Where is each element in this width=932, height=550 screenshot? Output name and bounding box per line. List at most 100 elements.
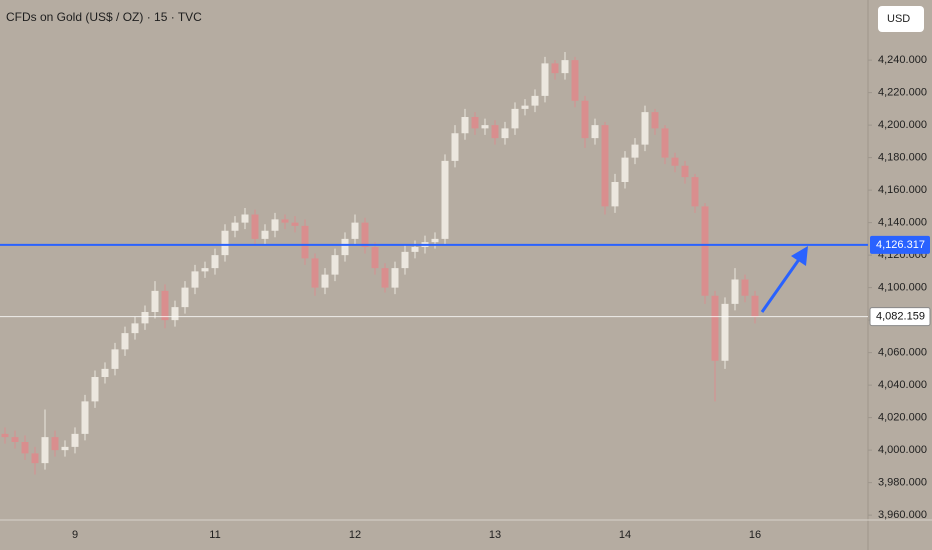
x-tick-label: 9 [72,529,78,541]
candle-body [391,268,399,288]
candle-body [361,222,369,247]
arrow-shaft [760,257,802,313]
candle-body [481,125,489,129]
price-level-label: 4,126.317 [876,239,925,251]
y-tick-label: 4,000.000 [878,444,927,456]
candle-body [621,157,629,182]
candle-body [261,230,269,239]
candle-body [411,247,419,252]
y-tick-label: 4,160.000 [878,184,927,196]
candle-body [71,433,79,447]
candle-body [171,307,179,321]
candle-body [681,165,689,178]
candle-body [121,333,129,350]
candle-body [321,274,329,288]
y-tick-label: 4,220.000 [878,87,927,99]
y-tick-label: 4,020.000 [878,412,927,424]
candle-body [381,268,389,288]
candle-body [131,323,139,334]
candle-body [61,446,69,451]
candle-body [291,222,299,226]
candle-body [231,222,239,231]
candle-body [101,368,109,377]
candle-body [181,287,189,308]
candle-body [31,453,39,464]
y-tick-label: 4,060.000 [878,347,927,359]
currency-label[interactable]: USD [887,13,910,25]
candle-body [701,206,709,296]
candle-body [551,63,559,74]
x-tick-label: 13 [489,529,501,541]
candle-body [301,225,309,259]
y-tick-label: 4,240.000 [878,54,927,66]
candle-body [521,105,529,109]
candle-body [541,63,549,96]
candle-body [501,128,509,139]
candle-body [281,219,289,223]
candle-body [81,401,89,434]
candle-body [651,112,659,129]
candle-body [341,238,349,256]
candle-body [531,95,539,106]
y-tick-label: 4,040.000 [878,379,927,391]
candle-body [671,157,679,166]
y-tick-label: 3,960.000 [878,509,927,521]
candle-body [111,349,119,369]
x-tick-label: 11 [209,529,220,541]
candle-body [611,182,619,207]
candle-body [431,238,439,243]
candle-body [491,125,499,139]
candle-body [631,144,639,158]
candle-body [151,290,159,312]
candle-body [461,117,469,134]
candle-body [711,295,719,361]
y-tick-label: 4,200.000 [878,119,927,131]
candle-body [751,295,759,317]
candle-body [581,100,589,139]
price-level-box [870,235,930,254]
candle-body [161,290,169,321]
price-level-label: 4,082.159 [876,311,925,323]
currency-button[interactable] [878,6,924,32]
candle-body [191,271,199,288]
candle-body [331,255,339,275]
candle-body [571,60,579,101]
y-tick-label: 4,100.000 [878,282,927,294]
candle-body [141,312,149,324]
candle-body [251,214,259,239]
candle-body [441,160,449,239]
candle-body [51,437,59,451]
y-tick-label: 4,140.000 [878,217,927,229]
candle-body [641,112,649,145]
candle-body [351,222,359,239]
candle-body [661,128,669,158]
arrow-head [791,246,808,266]
candle-body [241,214,249,223]
candle-body [691,177,699,207]
candle-body [91,377,99,402]
candle-body [471,117,479,129]
candle-body [601,125,609,207]
candle-body [221,230,229,256]
candle-body [41,437,49,464]
candle-body [21,442,29,454]
candle-body [311,258,319,288]
candle-body [401,251,409,269]
y-tick-label: 4,180.000 [878,152,927,164]
candle-body [511,108,519,129]
x-tick-label: 14 [619,529,631,541]
candle-body [371,247,379,269]
x-tick-label: 16 [749,529,761,541]
candle-body [271,219,279,231]
candle-body [721,303,729,361]
candle-body [211,255,219,269]
y-tick-label: 3,980.000 [878,477,927,489]
candle-body [741,279,749,296]
candle-body [731,279,739,304]
candle-body [591,125,599,139]
candle-body [201,268,209,272]
candle-body [451,133,459,161]
